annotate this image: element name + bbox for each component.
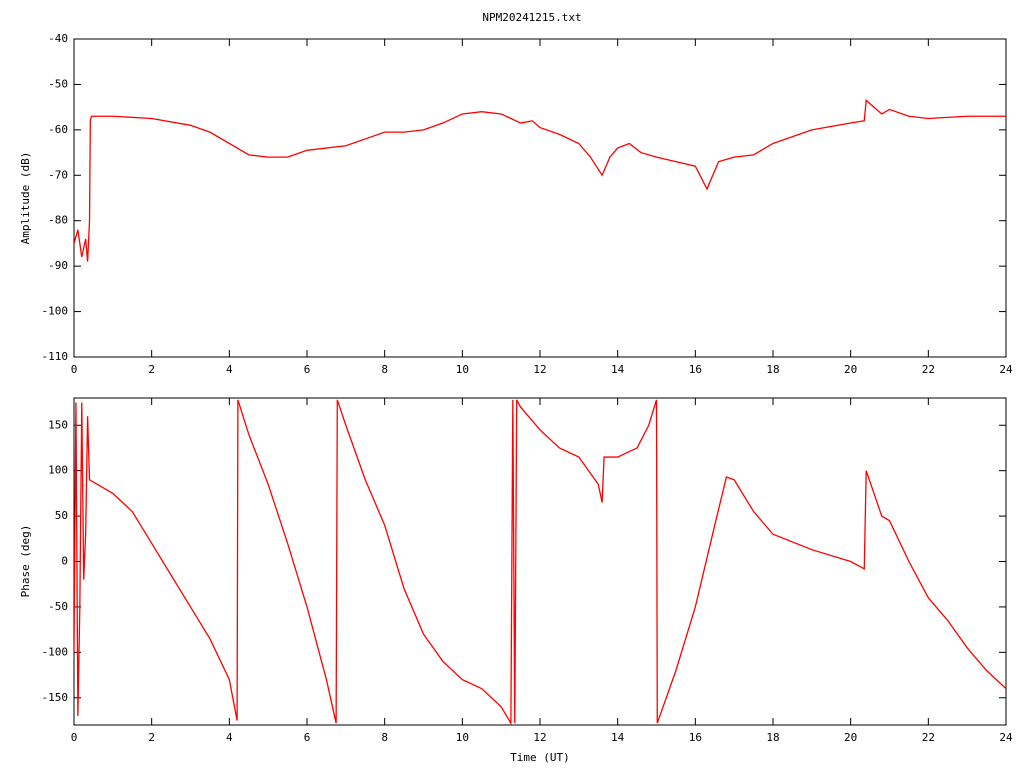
y-tick-label: -50 <box>48 600 68 613</box>
y-tick-label: 50 <box>55 509 68 522</box>
data-line <box>74 399 1006 725</box>
y-tick-label: -90 <box>48 259 68 272</box>
x-tick-label: 6 <box>304 731 311 744</box>
x-tick-label: 12 <box>533 363 546 376</box>
x-tick-label: 18 <box>766 363 779 376</box>
x-tick-label: 0 <box>71 731 78 744</box>
x-tick-label: 22 <box>922 731 935 744</box>
x-tick-label: 0 <box>71 363 78 376</box>
y-axis-label: Phase (deg) <box>19 525 32 598</box>
x-tick-label: 22 <box>922 363 935 376</box>
x-tick-label: 20 <box>844 363 857 376</box>
x-tick-label: 4 <box>226 363 233 376</box>
y-tick-label: 100 <box>48 464 68 477</box>
y-tick-label: -100 <box>42 645 69 658</box>
x-tick-label: 8 <box>381 731 388 744</box>
y-axis-label: Amplitude (dB) <box>19 152 32 245</box>
plot-frame <box>73 38 1007 358</box>
plot-frame <box>73 397 1007 726</box>
x-tick-label: 10 <box>456 363 469 376</box>
x-tick-label: 24 <box>999 731 1013 744</box>
y-tick-label: -50 <box>48 77 68 90</box>
x-tick-label: 8 <box>381 363 388 376</box>
y-tick-label: -70 <box>48 168 68 181</box>
x-tick-label: 14 <box>611 731 625 744</box>
x-tick-label: 2 <box>148 363 155 376</box>
x-tick-label: 10 <box>456 731 469 744</box>
y-tick-label: 0 <box>61 555 68 568</box>
y-tick-label: -110 <box>42 350 69 363</box>
y-tick-label: -80 <box>48 214 68 227</box>
y-tick-label: -60 <box>48 123 68 136</box>
x-tick-label: 20 <box>844 731 857 744</box>
x-tick-label: 16 <box>689 731 702 744</box>
x-tick-label: 4 <box>226 731 233 744</box>
y-tick-label: 150 <box>48 418 68 431</box>
x-tick-label: 24 <box>999 363 1013 376</box>
x-tick-label: 18 <box>766 731 779 744</box>
x-tick-label: 12 <box>533 731 546 744</box>
x-tick-label: 6 <box>304 363 311 376</box>
y-tick-label: -100 <box>42 305 69 318</box>
x-tick-label: 2 <box>148 731 155 744</box>
chart-title: NPM20241215.txt <box>482 11 581 24</box>
x-tick-label: 14 <box>611 363 625 376</box>
x-axis-label: Time (UT) <box>510 751 570 764</box>
y-tick-label: -150 <box>42 691 69 704</box>
x-tick-label: 16 <box>689 363 702 376</box>
data-line <box>74 99 1006 262</box>
y-tick-label: -40 <box>48 32 68 45</box>
